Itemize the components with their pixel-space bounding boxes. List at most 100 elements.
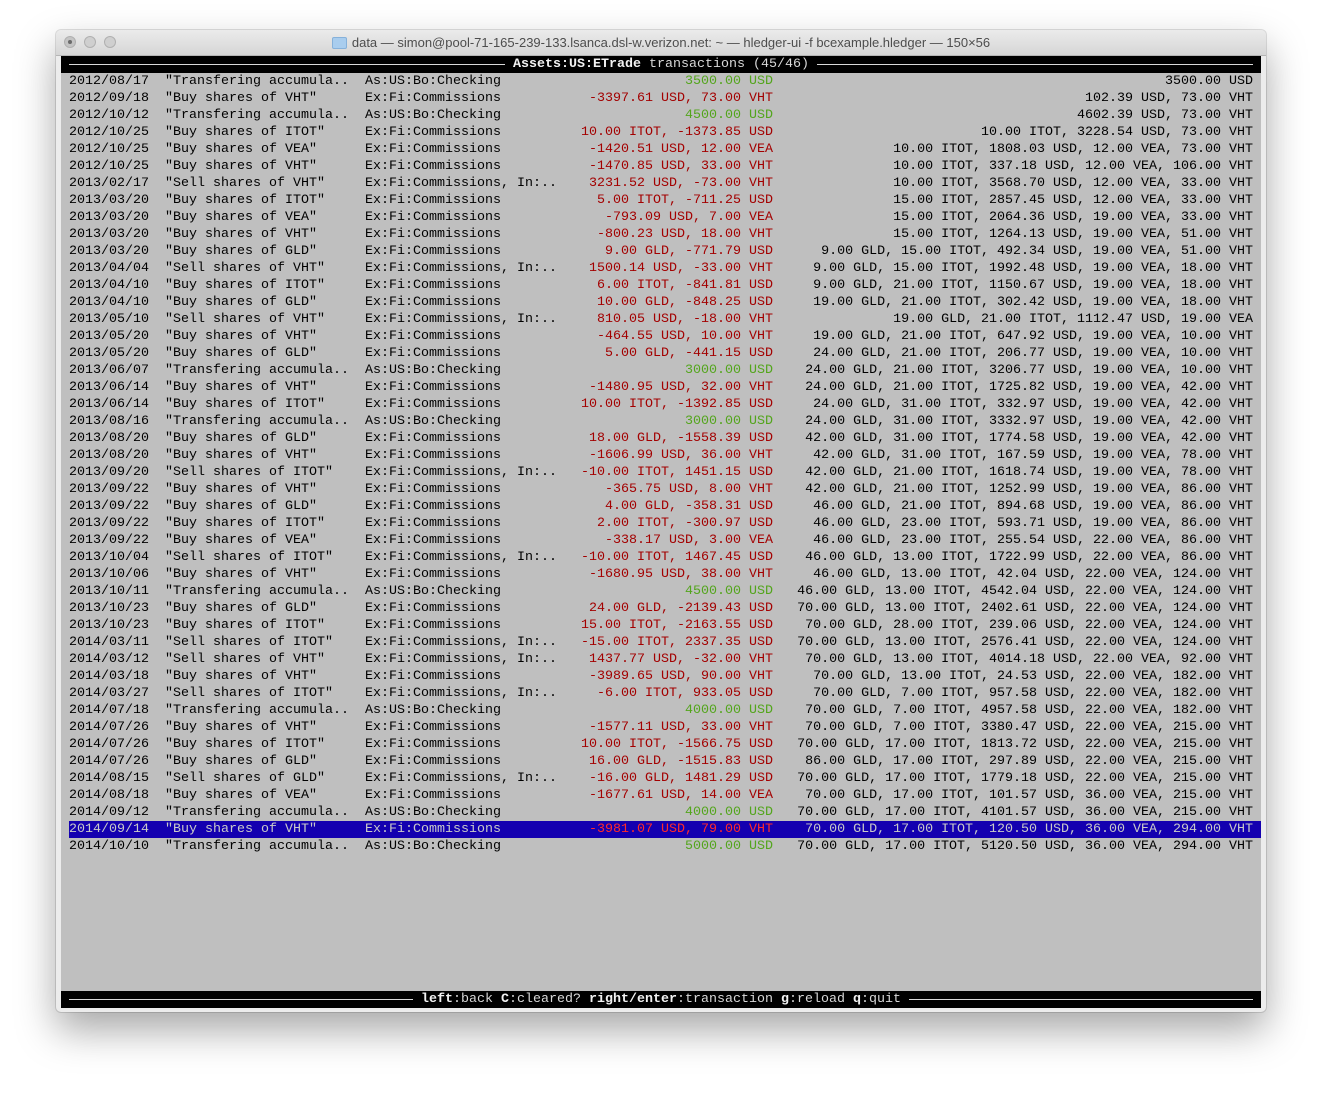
transaction-other-account: Ex:Fi:Commissions (365, 516, 501, 531)
running-balance: 86.00 GLD, 17.00 ITOT, 297.89 USD, 22.00… (805, 754, 1253, 769)
transaction-description: "Transfering accumula.. (165, 414, 349, 429)
transaction-row[interactable]: 2014/03/11 "Sell shares of ITOT" Ex:Fi:Com… (61, 634, 1253, 651)
transaction-row[interactable]: 2013/10/04 "Sell shares of ITOT" Ex:Fi:Com… (61, 549, 1253, 566)
transaction-other-account: Ex:Fi:Commissions, In:.. (365, 465, 557, 480)
transaction-date: 2013/08/16 (69, 414, 149, 429)
running-balance: 24.00 GLD, 31.00 ITOT, 332.97 USD, 19.00… (813, 397, 1253, 412)
transaction-amount: 10.00 ITOT, -1373.85 USD (581, 125, 773, 140)
transaction-row[interactable]: 2013/04/10 "Buy shares of ITOT" Ex:Fi:Comm… (61, 277, 1253, 294)
running-balance: 42.00 GLD, 31.00 ITOT, 1774.58 USD, 19.0… (805, 431, 1253, 446)
transaction-row[interactable]: 2013/05/10 "Sell shares of VHT" Ex:Fi:Comm… (61, 311, 1253, 328)
register-header: Assets:US:ETrade transactions (45/46) (61, 56, 1261, 73)
transaction-row[interactable]: 2014/10/10 "Transfering accumula.. As:US:B… (61, 838, 1253, 855)
shortcut-key: q (852, 992, 861, 1007)
transaction-row[interactable]: 2013/10/23 "Buy shares of GLD" Ex:Fi:Commi… (61, 600, 1253, 617)
transaction-row[interactable]: 2013/03/20 "Buy shares of VEA" Ex:Fi:Commi… (61, 209, 1253, 226)
transaction-date: 2013/09/22 (69, 533, 149, 548)
transaction-date: 2013/10/23 (69, 618, 149, 633)
transaction-row[interactable]: 2013/10/06 "Buy shares of VHT" Ex:Fi:Commi… (61, 566, 1253, 583)
transaction-amount: 3231.52 USD, -73.00 VHT (589, 176, 773, 191)
transaction-row[interactable]: 2012/10/12 "Transfering accumula.. As:US:B… (61, 107, 1253, 124)
transaction-amount: 4.00 GLD, -358.31 USD (605, 499, 773, 514)
transaction-row[interactable]: 2013/02/17 "Sell shares of VHT" Ex:Fi:Comm… (61, 175, 1253, 192)
transaction-description: "Buy shares of ITOT" (165, 516, 325, 531)
transaction-row[interactable]: 2014/03/18 "Buy shares of VHT" Ex:Fi:Commi… (61, 668, 1253, 685)
transaction-amount: 3500.00 USD (685, 74, 773, 89)
transaction-other-account: Ex:Fi:Commissions (365, 159, 501, 174)
transaction-row[interactable]: 2014/09/12 "Transfering accumula.. As:US:B… (61, 804, 1253, 821)
transaction-amount: -3989.65 USD, 90.00 VHT (589, 669, 773, 684)
running-balance: 42.00 GLD, 31.00 ITOT, 167.59 USD, 19.00… (813, 448, 1253, 463)
transaction-date: 2014/07/26 (69, 754, 149, 769)
transaction-row[interactable]: 2014/07/18 "Transfering accumula.. As:US:B… (61, 702, 1253, 719)
transaction-row[interactable]: 2014/08/15 "Sell shares of GLD" Ex:Fi:Comm… (61, 770, 1253, 787)
transaction-other-account: Ex:Fi:Commissions (365, 448, 501, 463)
transaction-row[interactable]: 2014/03/12 "Sell shares of VHT" Ex:Fi:Comm… (61, 651, 1253, 668)
transaction-row-selected[interactable]: 2014/09/14 "Buy shares of VHT" Ex:Fi:Commi… (69, 821, 1261, 838)
transaction-other-account: Ex:Fi:Commissions (365, 125, 501, 140)
transaction-row[interactable]: 2014/07/26 "Buy shares of GLD" Ex:Fi:Commi… (61, 753, 1253, 770)
transaction-row[interactable]: 2013/06/07 "Transfering accumula.. As:US:B… (61, 362, 1253, 379)
transaction-row[interactable]: 2013/09/22 "Buy shares of GLD" Ex:Fi:Commi… (61, 498, 1253, 515)
transaction-description: "Buy shares of GLD" (165, 244, 317, 259)
transaction-row[interactable]: 2012/10/25 "Buy shares of VEA" Ex:Fi:Commi… (61, 141, 1253, 158)
minimize-button[interactable] (84, 36, 96, 48)
transaction-description: "Sell shares of GLD" (165, 771, 325, 786)
transaction-description: "Transfering accumula.. (165, 108, 349, 123)
transaction-row[interactable]: 2013/08/20 "Buy shares of GLD" Ex:Fi:Commi… (61, 430, 1253, 447)
transaction-row[interactable]: 2013/09/20 "Sell shares of ITOT" Ex:Fi:Com… (61, 464, 1253, 481)
transaction-other-account: As:US:Bo:Checking (365, 414, 501, 429)
transaction-date: 2013/04/04 (69, 261, 149, 276)
running-balance: 10.00 ITOT, 337.18 USD, 12.00 VEA, 106.0… (893, 159, 1253, 174)
transaction-date: 2012/10/25 (69, 125, 149, 140)
close-button[interactable] (64, 36, 76, 48)
transaction-other-account: Ex:Fi:Commissions (365, 533, 501, 548)
transaction-row[interactable]: 2013/03/20 "Buy shares of GLD" Ex:Fi:Commi… (61, 243, 1253, 260)
transaction-other-account: Ex:Fi:Commissions, In:.. (365, 686, 557, 701)
transaction-row[interactable]: 2012/10/25 "Buy shares of ITOT" Ex:Fi:Comm… (61, 124, 1253, 141)
running-balance: 42.00 GLD, 21.00 ITOT, 1618.74 USD, 19.0… (805, 465, 1253, 480)
transaction-other-account: Ex:Fi:Commissions (365, 822, 501, 837)
transaction-row[interactable]: 2013/10/23 "Buy shares of ITOT" Ex:Fi:Comm… (61, 617, 1253, 634)
transaction-list[interactable]: 2012/08/17 "Transfering accumula.. As:US:B… (61, 73, 1261, 855)
transaction-other-account: Ex:Fi:Commissions (365, 754, 501, 769)
running-balance: 46.00 GLD, 23.00 ITOT, 255.54 USD, 22.00… (813, 533, 1253, 548)
transaction-date: 2013/06/07 (69, 363, 149, 378)
transaction-amount: 4000.00 USD (685, 703, 773, 718)
transaction-row[interactable]: 2013/09/22 "Buy shares of VHT" Ex:Fi:Commi… (61, 481, 1253, 498)
running-balance: 19.00 GLD, 21.00 ITOT, 647.92 USD, 19.00… (813, 329, 1253, 344)
transaction-row[interactable]: 2014/07/26 "Buy shares of VHT" Ex:Fi:Commi… (61, 719, 1253, 736)
transaction-row[interactable]: 2013/04/04 "Sell shares of VHT" Ex:Fi:Comm… (61, 260, 1253, 277)
zoom-button[interactable] (104, 36, 116, 48)
transaction-row[interactable]: 2013/06/14 "Buy shares of VHT" Ex:Fi:Commi… (61, 379, 1253, 396)
transaction-row[interactable]: 2012/08/17 "Transfering accumula.. As:US:B… (61, 73, 1253, 90)
transaction-row[interactable]: 2012/09/18 "Buy shares of VHT" Ex:Fi:Commi… (61, 90, 1253, 107)
transaction-description: "Sell shares of ITOT" (165, 635, 333, 650)
running-balance: 70.00 GLD, 17.00 ITOT, 4101.57 USD, 36.0… (797, 805, 1253, 820)
transaction-row[interactable]: 2013/10/11 "Transfering accumula.. As:US:B… (61, 583, 1253, 600)
transaction-row[interactable]: 2013/08/16 "Transfering accumula.. As:US:B… (61, 413, 1253, 430)
transaction-row[interactable]: 2013/03/20 "Buy shares of ITOT" Ex:Fi:Comm… (61, 192, 1253, 209)
transaction-row[interactable]: 2013/03/20 "Buy shares of VHT" Ex:Fi:Commi… (61, 226, 1253, 243)
transaction-row[interactable]: 2013/09/22 "Buy shares of VEA" Ex:Fi:Commi… (61, 532, 1253, 549)
transaction-other-account: Ex:Fi:Commissions (365, 91, 501, 106)
transaction-row[interactable]: 2014/03/27 "Sell shares of ITOT" Ex:Fi:Com… (61, 685, 1253, 702)
transaction-row[interactable]: 2014/07/26 "Buy shares of ITOT" Ex:Fi:Comm… (61, 736, 1253, 753)
transaction-row[interactable]: 2013/06/14 "Buy shares of ITOT" Ex:Fi:Comm… (61, 396, 1253, 413)
transaction-row[interactable]: 2013/09/22 "Buy shares of ITOT" Ex:Fi:Comm… (61, 515, 1253, 532)
transaction-row[interactable]: 2013/08/20 "Buy shares of VHT" Ex:Fi:Commi… (61, 447, 1253, 464)
transaction-description: "Buy shares of VHT" (165, 91, 317, 106)
transaction-amount: -1420.51 USD, 12.00 VEA (589, 142, 773, 157)
transaction-amount: -3981.07 USD, 79.00 VHT (589, 822, 773, 837)
terminal-content[interactable]: Assets:US:ETrade transactions (45/46) 20… (61, 56, 1261, 1008)
transaction-row[interactable]: 2014/08/18 "Buy shares of VEA" Ex:Fi:Commi… (61, 787, 1253, 804)
transaction-other-account: As:US:Bo:Checking (365, 703, 501, 718)
transaction-other-account: Ex:Fi:Commissions (365, 295, 501, 310)
window-title-text: data — simon@pool-71-165-239-133.lsanca.… (351, 35, 991, 50)
transaction-date: 2014/08/15 (69, 771, 149, 786)
transaction-row[interactable]: 2013/04/10 "Buy shares of GLD" Ex:Fi:Commi… (61, 294, 1253, 311)
transaction-row[interactable]: 2012/10/25 "Buy shares of VHT" Ex:Fi:Commi… (61, 158, 1253, 175)
transaction-row[interactable]: 2013/05/20 "Buy shares of VHT" Ex:Fi:Commi… (61, 328, 1253, 345)
transaction-row[interactable]: 2013/05/20 "Buy shares of GLD" Ex:Fi:Commi… (61, 345, 1253, 362)
running-balance: 70.00 GLD, 7.00 ITOT, 4957.58 USD, 22.00… (805, 703, 1253, 718)
